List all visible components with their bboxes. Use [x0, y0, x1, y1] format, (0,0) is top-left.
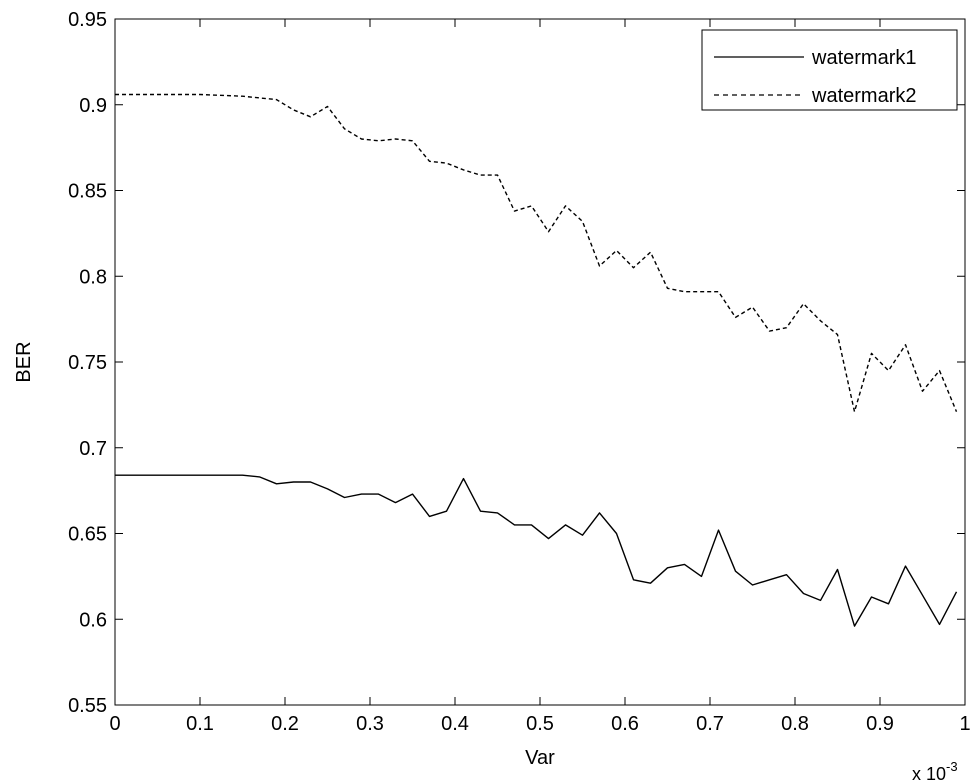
x-tick-label: 0.3 — [356, 713, 384, 735]
y-tick-label: 0.7 — [79, 438, 107, 460]
x-tick-label: 0.1 — [186, 713, 214, 735]
y-tick-label: 0.75 — [68, 352, 107, 374]
legend-label-watermark2: watermark2 — [811, 85, 916, 107]
x-tick-label: 0.8 — [781, 713, 809, 735]
y-tick-label: 0.85 — [68, 181, 107, 203]
y-tick-label: 0.8 — [79, 266, 107, 288]
legend: watermark1 watermark2 — [701, 29, 958, 111]
x-tick-label: 0 — [109, 713, 120, 735]
tick-layer: 0 0.1 0.2 0.3 0.4 0.5 0.6 0.7 0.8 0.9 1 0.55 0.6 0.65… — [68, 9, 971, 735]
x-axis-multiplier: x 10-3 — [912, 759, 958, 784]
y-tick-label: 0.9 — [79, 95, 107, 117]
x-tick-label: 0.4 — [441, 713, 469, 735]
series-layer — [115, 93, 958, 627]
x-multiplier-base: x 10 — [912, 764, 946, 784]
series-line-watermark1 — [115, 474, 958, 627]
x-tick-label: 0.6 — [611, 713, 639, 735]
plot-area — [114, 18, 966, 706]
legend-label-watermark1: watermark1 — [811, 47, 916, 69]
legend-box — [701, 29, 958, 111]
x-multiplier-exponent: -3 — [946, 759, 958, 774]
series-line-watermark2 — [115, 93, 958, 413]
y-tick-label: 0.55 — [68, 695, 107, 717]
x-tick-label: 0.2 — [271, 713, 299, 735]
y-tick-label: 0.6 — [79, 609, 107, 631]
y-tick-label: 0.95 — [68, 9, 107, 31]
x-tick-label: 0.9 — [866, 713, 894, 735]
x-axis-label: Var — [525, 747, 555, 769]
y-tick-label: 0.65 — [68, 524, 107, 546]
x-tick-label: 0.5 — [526, 713, 554, 735]
x-tick-label: 0.7 — [696, 713, 724, 735]
y-axis-label: BER — [13, 341, 35, 382]
x-tick-label: 1 — [959, 713, 970, 735]
